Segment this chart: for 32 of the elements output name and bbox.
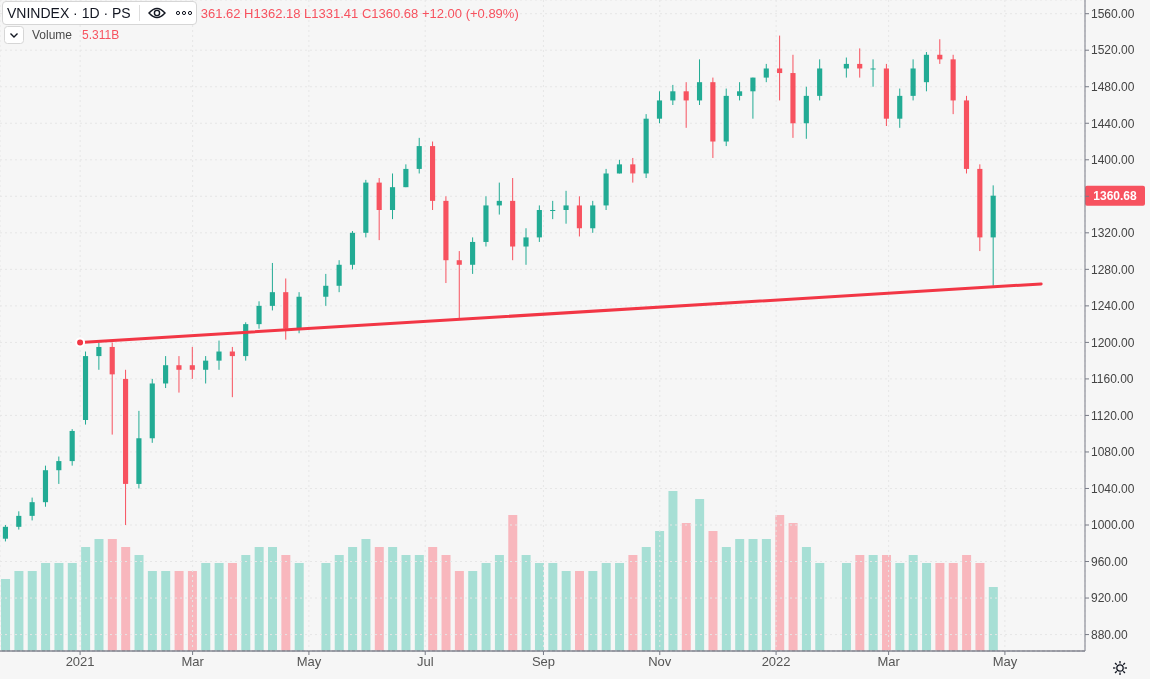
annotation: 5.311B xyxy=(82,28,120,42)
y-tick-label: 880.00 xyxy=(1091,627,1129,642)
y-tick-label: 1280.00 xyxy=(1091,262,1135,277)
y-tick-label: 1080.00 xyxy=(1091,445,1135,460)
header-box: VNINDEX · 1D · PS xyxy=(2,1,197,25)
x-tick-label: Jul xyxy=(416,654,434,670)
x-tick-label: May xyxy=(296,654,322,670)
x-tick-label: Sep xyxy=(531,654,556,670)
y-tick-label: 1320.00 xyxy=(1091,226,1135,241)
y-tick-label: 1000.00 xyxy=(1091,518,1135,533)
y-tick-label: 1480.00 xyxy=(1091,80,1135,94)
chart-title: VNINDEX · 1D · PS xyxy=(7,5,131,21)
y-tick-label: 920.00 xyxy=(1091,591,1129,606)
chart-title: Volume xyxy=(32,28,73,42)
x-tick-label: 2022 xyxy=(761,654,791,670)
text: 1360.68 xyxy=(1093,188,1138,203)
y-tick-label: 1120.00 xyxy=(1091,408,1134,423)
y-tick-label: 1560.00 xyxy=(1091,6,1135,21)
x-tick-label: Nov xyxy=(648,654,672,670)
y-tick-label: 1440.00 xyxy=(1091,116,1135,131)
y-tick-label: 1160.00 xyxy=(1091,372,1134,387)
y-tick-label: 1240.00 xyxy=(1091,299,1135,314)
y-tick-label: 960.00 xyxy=(1091,554,1129,569)
x-tick-label: May xyxy=(992,654,1018,670)
y-tick-label: 1040.00 xyxy=(1091,481,1135,496)
y-tick-label: 1520.00 xyxy=(1091,43,1135,58)
x-tick-label: Mar xyxy=(877,654,901,670)
y-tick-label: 1400.00 xyxy=(1091,153,1135,168)
x-tick-label: 2021 xyxy=(65,654,95,670)
chart-subtitle: 361.62 H1362.18 L1331.41 C1360.68 +12.00 (+0.89%) xyxy=(200,5,519,21)
x-tick-label: Mar xyxy=(181,654,205,670)
y-tick-label: 1200.00 xyxy=(1091,335,1135,350)
